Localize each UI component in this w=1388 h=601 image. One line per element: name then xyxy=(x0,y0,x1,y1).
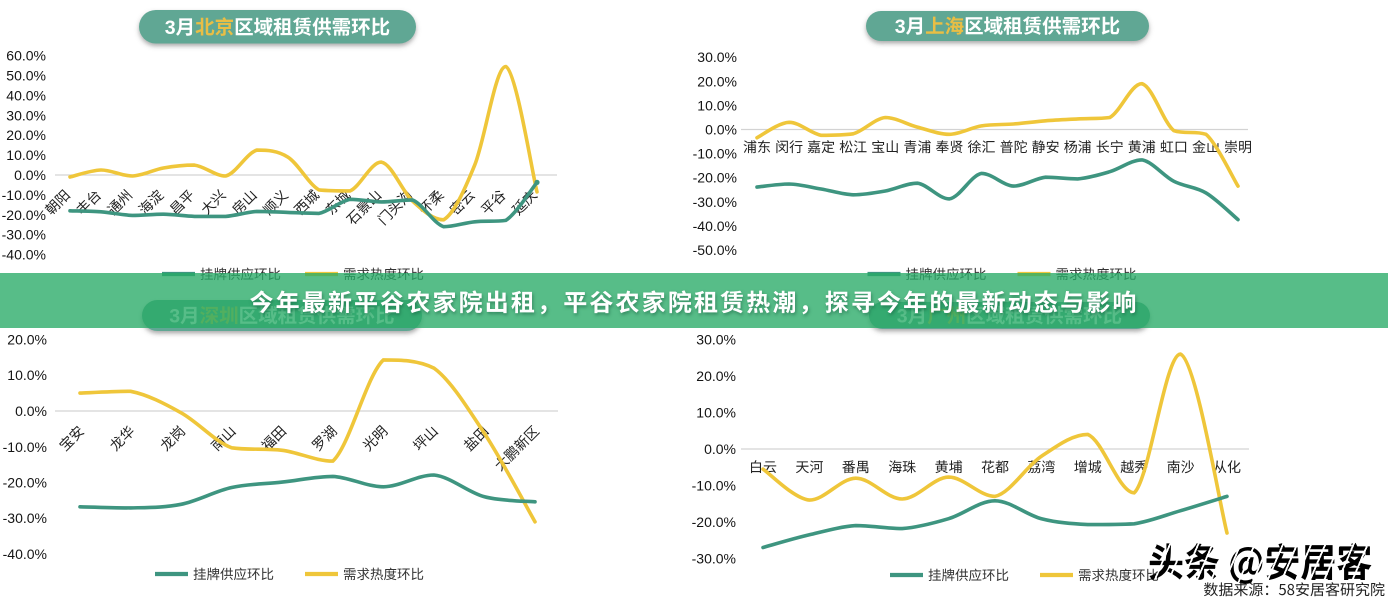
svg-text:徐汇: 徐汇 xyxy=(968,139,996,155)
svg-text:-30.0%: -30.0% xyxy=(692,551,736,567)
svg-text:-10.0%: -10.0% xyxy=(3,439,47,455)
svg-text:-20.0%: -20.0% xyxy=(2,207,46,223)
svg-text:20.0%: 20.0% xyxy=(696,368,736,384)
svg-text:3月上海区域租赁供需环比: 3月上海区域租赁供需环比 xyxy=(895,16,1120,38)
svg-text:-50.0%: -50.0% xyxy=(693,242,737,258)
svg-text:越秀: 越秀 xyxy=(1120,459,1148,475)
svg-text:宝安: 宝安 xyxy=(56,423,87,454)
svg-text:怀柔: 怀柔 xyxy=(416,187,447,218)
svg-text:-10.0%: -10.0% xyxy=(692,478,736,494)
svg-text:闵行: 闵行 xyxy=(775,139,803,155)
svg-text:30.0%: 30.0% xyxy=(697,49,737,65)
svg-text:0.0%: 0.0% xyxy=(15,403,47,419)
svg-text:番禺: 番禺 xyxy=(842,459,870,475)
svg-text:10.0%: 10.0% xyxy=(6,147,46,163)
svg-text:龙华: 龙华 xyxy=(107,423,138,454)
svg-text:长宁: 长宁 xyxy=(1096,139,1124,155)
svg-text:需求热度环比: 需求热度环比 xyxy=(1078,568,1159,583)
svg-text:黄埔: 黄埔 xyxy=(935,459,963,475)
svg-text:罗湖: 罗湖 xyxy=(309,423,340,454)
svg-text:普陀: 普陀 xyxy=(1000,139,1028,155)
svg-text:10.0%: 10.0% xyxy=(7,367,47,383)
svg-text:0.0%: 0.0% xyxy=(705,122,737,138)
svg-text:虹口: 虹口 xyxy=(1160,139,1188,155)
svg-text:光明: 光明 xyxy=(359,423,390,454)
svg-text:30.0%: 30.0% xyxy=(6,107,46,123)
svg-text:10.0%: 10.0% xyxy=(697,97,737,113)
svg-text:-10.0%: -10.0% xyxy=(2,187,46,203)
svg-text:青浦: 青浦 xyxy=(903,139,931,155)
svg-text:坪山: 坪山 xyxy=(410,423,441,454)
svg-text:-20.0%: -20.0% xyxy=(3,475,47,491)
svg-text:平谷: 平谷 xyxy=(478,187,509,218)
svg-text:-30.0%: -30.0% xyxy=(693,194,737,210)
svg-text:嘉定: 嘉定 xyxy=(807,139,835,155)
svg-text:龙岗: 龙岗 xyxy=(157,423,188,454)
svg-text:20.0%: 20.0% xyxy=(697,73,737,89)
svg-text:天河: 天河 xyxy=(795,459,823,475)
svg-text:0.0%: 0.0% xyxy=(14,167,46,183)
svg-text:-20.0%: -20.0% xyxy=(693,170,737,186)
svg-text:-30.0%: -30.0% xyxy=(2,227,46,243)
svg-text:南沙: 南沙 xyxy=(1167,459,1195,475)
svg-text:大兴: 大兴 xyxy=(198,187,229,218)
svg-text:静安: 静安 xyxy=(1032,139,1060,155)
svg-text:0.0%: 0.0% xyxy=(704,441,736,457)
svg-text:-30.0%: -30.0% xyxy=(3,510,47,526)
svg-text:40.0%: 40.0% xyxy=(6,87,46,103)
svg-text:宝山: 宝山 xyxy=(871,139,899,155)
svg-text:-40.0%: -40.0% xyxy=(3,546,47,562)
svg-text:20.0%: 20.0% xyxy=(7,332,47,348)
svg-text:松江: 松江 xyxy=(839,139,867,155)
svg-text:20.0%: 20.0% xyxy=(6,127,46,143)
svg-text:60.0%: 60.0% xyxy=(6,48,46,64)
svg-text:-20.0%: -20.0% xyxy=(692,514,736,530)
svg-text:-10.0%: -10.0% xyxy=(693,146,737,162)
svg-text:花都: 花都 xyxy=(981,459,1009,475)
svg-text:-40.0%: -40.0% xyxy=(693,218,737,234)
svg-text:从化: 从化 xyxy=(1213,459,1241,475)
svg-text:3月北京区域租赁供需环比: 3月北京区域租赁供需环比 xyxy=(165,17,390,39)
svg-text:30.0%: 30.0% xyxy=(696,332,736,348)
svg-text:50.0%: 50.0% xyxy=(6,68,46,84)
svg-text:黄浦: 黄浦 xyxy=(1128,139,1156,155)
svg-text:增城: 增城 xyxy=(1074,459,1102,475)
svg-text:-40.0%: -40.0% xyxy=(2,247,46,263)
svg-text:门头沟: 门头沟 xyxy=(375,187,416,228)
svg-text:白云: 白云 xyxy=(749,459,777,475)
svg-text:大鹏新区: 大鹏新区 xyxy=(491,423,542,474)
svg-text:杨浦: 杨浦 xyxy=(1064,139,1092,155)
svg-text:崇明: 崇明 xyxy=(1224,139,1252,155)
svg-text:10.0%: 10.0% xyxy=(696,405,736,421)
svg-text:挂牌供应环比: 挂牌供应环比 xyxy=(193,567,274,582)
svg-text:需求热度环比: 需求热度环比 xyxy=(343,567,424,582)
svg-text:挂牌供应环比: 挂牌供应环比 xyxy=(928,568,1009,583)
svg-text:朝阳: 朝阳 xyxy=(42,187,73,218)
svg-text:浦东: 浦东 xyxy=(743,139,771,155)
svg-text:海珠: 海珠 xyxy=(888,459,916,475)
svg-text:奉贤: 奉贤 xyxy=(935,139,963,155)
